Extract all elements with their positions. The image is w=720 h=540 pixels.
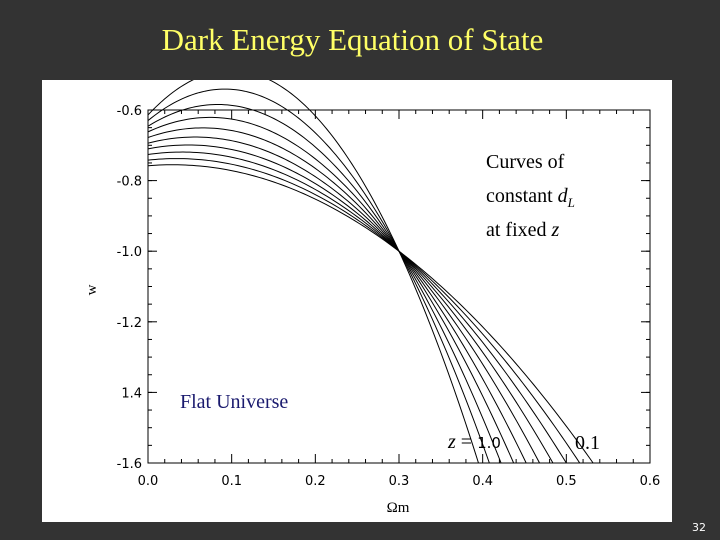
y-tick-label: -1.0 xyxy=(117,245,142,260)
y-tick-label: 1.4 xyxy=(121,386,142,401)
x-tick-label: 0.3 xyxy=(389,474,410,489)
y-tick-label: -0.8 xyxy=(117,175,142,190)
z-high-label: z = 1.0 xyxy=(447,431,501,453)
z-low-label: 0.1 xyxy=(575,432,600,454)
y-axis-title: w xyxy=(84,284,100,295)
curve-series-2 xyxy=(147,88,490,464)
curve-series-1 xyxy=(147,80,479,464)
curve-series-9 xyxy=(147,158,581,464)
slide-title: Dark Energy Equation of State xyxy=(161,22,544,57)
y-tick-label: -1.6 xyxy=(117,457,142,472)
curve-series-6 xyxy=(147,136,541,464)
y-tick-label: -1.2 xyxy=(117,316,142,331)
x-tick-label: 0.1 xyxy=(221,474,242,489)
x-axis-title: Ωm xyxy=(387,500,410,516)
x-tick-label: 0.5 xyxy=(556,474,577,489)
x-tick-label: 0.0 xyxy=(138,474,159,489)
curve-series-7 xyxy=(147,144,554,464)
curve-series-3 xyxy=(147,103,502,464)
plot-panel: 0.0 0.1 0.2 0.3 0.4 0.5 0.6 -0.6 -0.8 -1.0 -1.2 1.4… xyxy=(42,80,672,522)
curve-series-4 xyxy=(147,116,515,464)
x-tick-label: 0.2 xyxy=(305,474,326,489)
curve-series-10 xyxy=(147,164,594,464)
curve-series-8 xyxy=(147,151,567,464)
y-tick-label: -0.6 xyxy=(117,104,142,119)
x-tick-label: 0.6 xyxy=(640,474,661,489)
dark-energy-chart: 0.0 0.1 0.2 0.3 0.4 0.5 0.6 -0.6 -0.8 -1.0 -1.2 1.4… xyxy=(84,80,661,516)
curves-annotation-line-2: constant dL xyxy=(486,185,575,210)
curves-annotation-line-1: Curves of xyxy=(486,151,565,173)
x-tick-label: 0.4 xyxy=(472,474,493,489)
curves-annotation-line-3: at fixed z xyxy=(486,219,560,241)
flat-universe-label: Flat Universe xyxy=(180,391,288,413)
curve-series-5 xyxy=(147,127,527,464)
slide-number: 32 xyxy=(692,521,706,534)
